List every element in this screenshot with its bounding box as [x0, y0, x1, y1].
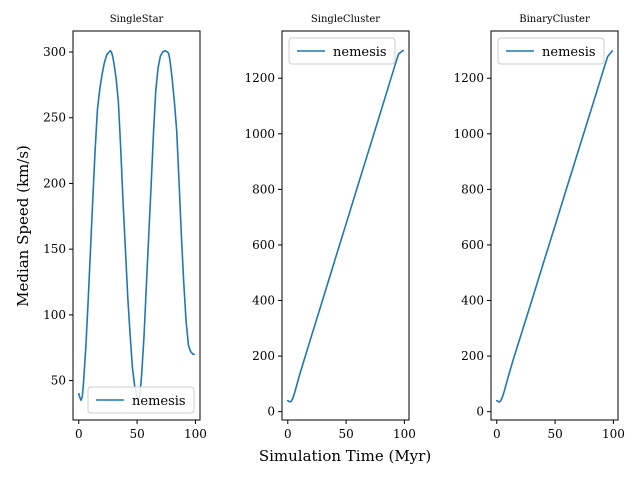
- legend-box: [288, 37, 396, 65]
- y-tick-label: 250: [43, 111, 66, 125]
- y-tick-label: 400: [461, 294, 484, 308]
- x-axis-label: Simulation Time (Myr): [259, 447, 431, 465]
- y-tick-label: 600: [252, 238, 275, 252]
- x-tick-label: 100: [393, 427, 416, 441]
- legend-box: [497, 37, 605, 65]
- panel-title: SingleCluster: [311, 14, 380, 25]
- x-tick-label: 0: [75, 427, 83, 441]
- x-tick-label: 100: [184, 427, 207, 441]
- legend: nemesis: [288, 37, 396, 65]
- y-tick-label: 800: [252, 182, 275, 196]
- panel-title: BinaryCluster: [519, 14, 590, 25]
- y-tick-label: 50: [51, 374, 66, 388]
- x-tick-label: 50: [547, 427, 562, 441]
- y-axis-label: Median Speed (km/s): [14, 145, 32, 307]
- plot-frame: [490, 30, 619, 421]
- panel-singlestar: SingleStar 0 50 100 50 100 150 200 250 300 nemesis: [43, 14, 207, 441]
- panel-title: SingleStar: [110, 14, 164, 25]
- y-tick-label: 1200: [244, 71, 275, 85]
- series-line-nemesis: [286, 49, 405, 403]
- y-tick-label: 0: [267, 405, 275, 419]
- y-tick-label: 0: [476, 405, 484, 419]
- y-tick-label: 600: [461, 238, 484, 252]
- x-tick-label: 0: [493, 427, 501, 441]
- y-tick-label: 100: [43, 308, 66, 322]
- y-tick-label: 1000: [453, 127, 484, 141]
- plot-frame: [281, 30, 410, 421]
- y-tick-label: 150: [43, 242, 66, 256]
- y-tick-label: 1200: [453, 71, 484, 85]
- series-line-nemesis: [495, 50, 614, 403]
- y-tick-label: 200: [43, 176, 66, 190]
- x-tick-label: 50: [129, 427, 144, 441]
- legend: nemesis: [87, 386, 195, 414]
- legend-label: nemesis: [542, 45, 596, 60]
- legend-box: [87, 386, 195, 414]
- legend: nemesis: [497, 37, 605, 65]
- legend-label: nemesis: [132, 394, 186, 409]
- y-tick-label: 1000: [244, 127, 275, 141]
- y-tick-label: 800: [461, 182, 484, 196]
- x-tick-label: 0: [284, 427, 292, 441]
- y-tick-label: 300: [43, 45, 66, 59]
- y-tick-label: 400: [252, 294, 275, 308]
- y-tick-label: 200: [252, 349, 275, 363]
- y-tick-label: 200: [461, 349, 484, 363]
- chart-panels: SingleStar 0 50 100 50 100 150 200 250 300 nemesis…: [43, 14, 625, 441]
- x-tick-label: 100: [602, 427, 625, 441]
- legend-label: nemesis: [333, 45, 387, 60]
- x-tick-label: 50: [338, 427, 353, 441]
- plot-frame: [72, 30, 201, 421]
